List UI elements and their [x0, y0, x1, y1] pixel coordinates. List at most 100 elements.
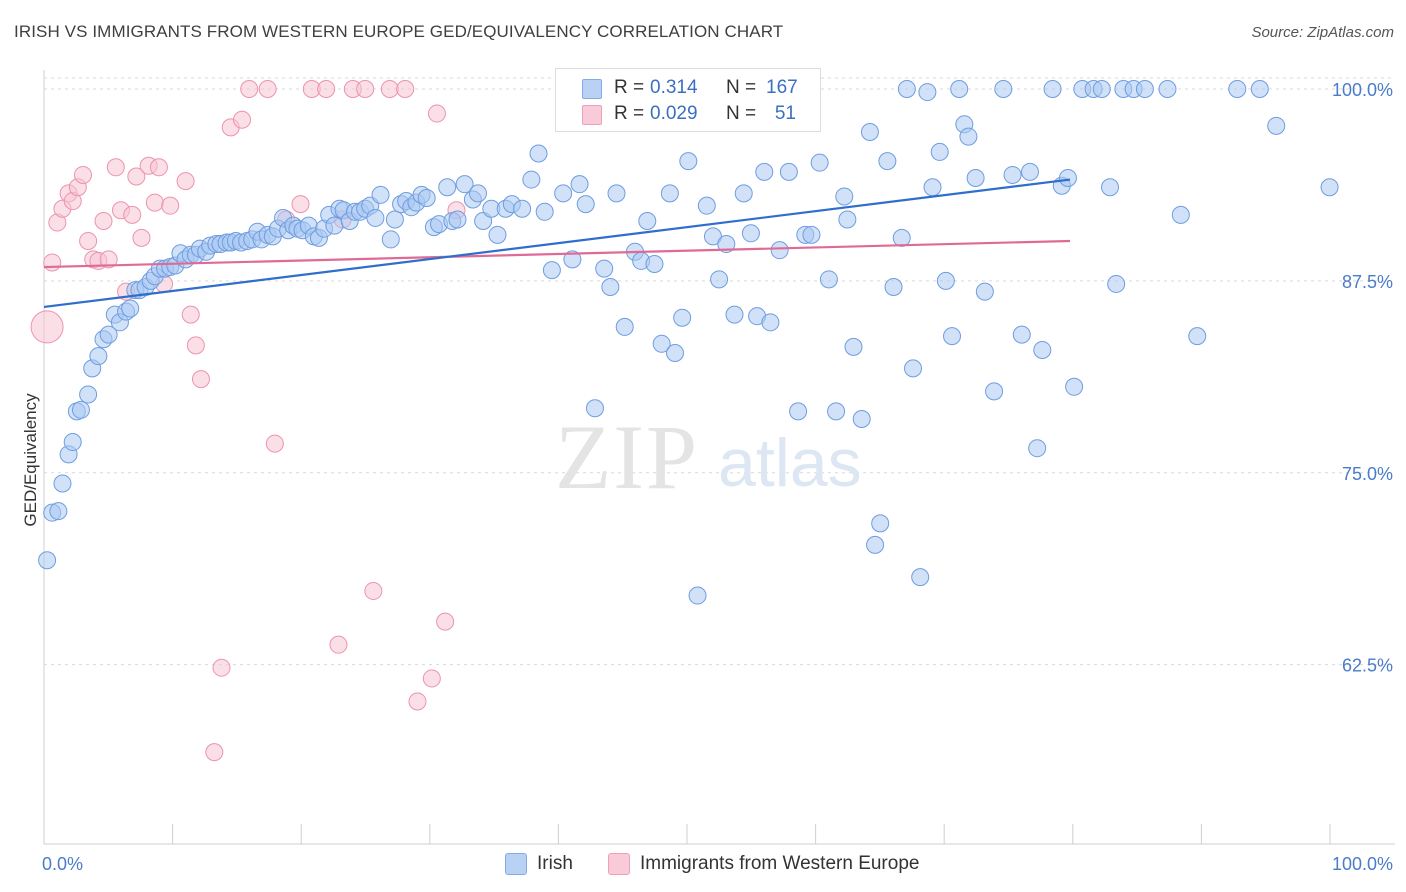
legend-r-label: R = [614, 77, 645, 98]
x-tick-label: 100.0% [1332, 854, 1393, 874]
watermark: ZIP atlas [555, 406, 862, 508]
legend-r-label: R = [614, 103, 645, 124]
data-point-irish [673, 308, 692, 327]
data-point-immigrants [73, 165, 92, 184]
data-point-irish [852, 410, 871, 429]
data-point-irish [63, 433, 82, 452]
data-point-irish [49, 502, 68, 521]
data-point-irish [844, 337, 863, 356]
y-axis-label: GED/Equivalency [21, 393, 40, 527]
source-label: Source: ZipAtlas.com [1251, 24, 1394, 41]
data-point-irish [607, 184, 626, 203]
data-point-irish [923, 178, 942, 197]
legend-swatch-immigrants [582, 105, 602, 125]
data-point-immigrants [212, 658, 231, 677]
data-point-irish [366, 208, 385, 227]
legend-n-value-irish: 167 [766, 77, 798, 98]
data-point-immigrants [123, 205, 142, 224]
data-point-immigrants [30, 310, 64, 344]
data-point-irish [878, 152, 897, 171]
data-point-immigrants [364, 581, 383, 600]
data-point-irish [904, 359, 923, 378]
data-point-irish [325, 216, 344, 235]
legend-n-value-immigrants: 51 [774, 103, 796, 124]
legend-n-label: N = [726, 77, 757, 98]
y-tick-label: 100.0% [1332, 80, 1393, 100]
data-point-irish [1033, 340, 1052, 359]
data-point-immigrants [380, 80, 399, 98]
data-point-irish [770, 241, 789, 260]
stats-legend: R = 0.314 N = 167 R = 0.029 N = 51 [555, 68, 821, 132]
data-point-irish [789, 402, 808, 421]
data-point-irish [71, 400, 90, 419]
data-point-immigrants [205, 743, 224, 762]
data-point-irish [1188, 327, 1207, 346]
data-point-irish [468, 184, 487, 203]
data-point-immigrants [427, 104, 446, 123]
y-tick-label: 75.0% [1342, 464, 1393, 484]
data-point-immigrants [408, 692, 427, 711]
data-point-immigrants [127, 167, 146, 186]
legend-r-value-irish: 0.314 [650, 77, 698, 98]
y-tick-label: 87.5% [1342, 272, 1393, 292]
data-point-immigrants [191, 370, 210, 389]
legend-n-label: N = [726, 103, 757, 124]
data-point-irish [959, 127, 978, 146]
watermark-atlas: atlas [718, 425, 862, 501]
data-point-immigrants [317, 80, 336, 98]
trendline-irish [43, 178, 1071, 309]
data-point-irish [985, 382, 1004, 401]
data-point-irish [371, 185, 390, 204]
data-point-irish [1065, 377, 1084, 396]
data-point-immigrants [233, 110, 252, 129]
data-point-irish [860, 122, 879, 141]
series-legend-swatch-immigrants [608, 853, 630, 875]
data-point-immigrants [79, 231, 98, 250]
data-point-irish [79, 385, 98, 404]
data-point-irish [918, 83, 937, 102]
data-point-irish [1320, 178, 1339, 197]
data-point-irish [381, 230, 400, 249]
trendline-immigrants [43, 239, 1071, 269]
data-point-irish [710, 270, 729, 289]
data-point-irish [819, 270, 838, 289]
data-point-irish [866, 535, 885, 554]
data-point-irish [585, 399, 604, 418]
grid-lines [44, 77, 1395, 666]
data-point-irish [871, 514, 890, 533]
data-point-immigrants [176, 172, 195, 191]
data-point-immigrants [99, 250, 118, 269]
data-point-irish [697, 196, 716, 215]
data-point-immigrants [43, 253, 62, 272]
data-point-irish [1012, 325, 1031, 344]
data-point-irish [513, 199, 532, 218]
data-point-immigrants [396, 80, 415, 98]
data-point-irish [1043, 80, 1062, 98]
data-point-irish [911, 568, 930, 587]
data-point-irish [1003, 165, 1022, 184]
data-point-irish [576, 195, 595, 214]
data-point-irish [1101, 178, 1120, 197]
data-point-irish [975, 282, 994, 301]
data-point-irish [838, 210, 857, 229]
data-point-irish [417, 188, 436, 207]
data-point-irish [652, 334, 671, 353]
data-point-irish [1058, 169, 1077, 188]
data-point-irish [734, 184, 753, 203]
series-legend-label-immigrants: Immigrants from Western Europe [640, 853, 920, 874]
series-legend: Irish Immigrants from Western Europe [0, 851, 1406, 879]
data-point-irish [99, 325, 118, 344]
data-point-irish [645, 254, 664, 273]
data-point-irish [741, 224, 760, 243]
data-point-immigrants [240, 80, 259, 98]
data-point-irish [448, 210, 467, 229]
data-point-irish [1092, 80, 1111, 98]
data-point-irish [835, 187, 854, 206]
data-point-irish [703, 227, 722, 246]
data-point-immigrants [132, 228, 151, 247]
data-point-immigrants [181, 305, 200, 324]
data-point-immigrants [161, 196, 180, 215]
data-point-irish [943, 327, 962, 346]
data-point-irish [1267, 116, 1286, 135]
data-point-immigrants [422, 669, 441, 688]
